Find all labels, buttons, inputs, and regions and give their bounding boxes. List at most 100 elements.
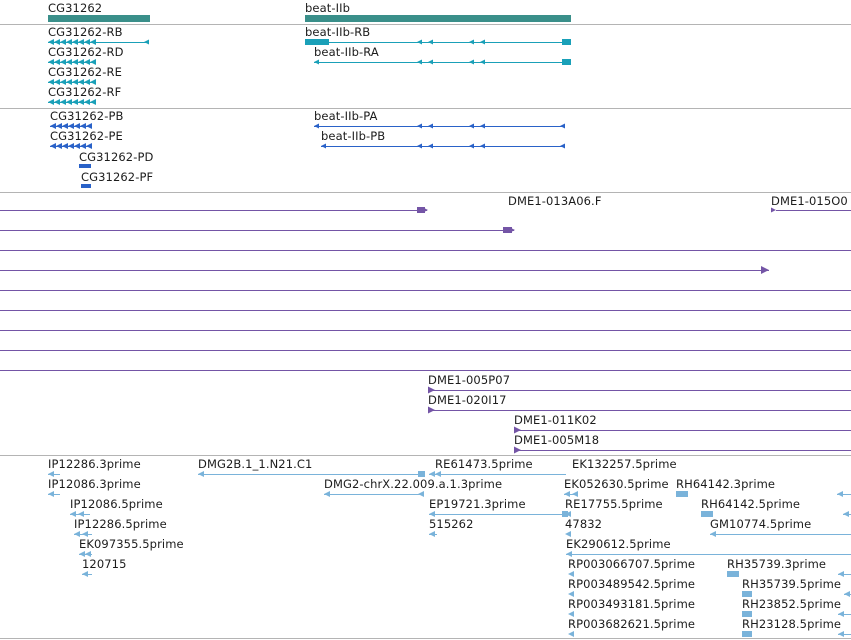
est-glyph[interactable]	[568, 591, 574, 597]
est-glyph[interactable]	[435, 471, 441, 477]
est-label[interactable]: IP12286.5prime	[74, 517, 167, 531]
est-label[interactable]: RP003489542.5prime	[568, 577, 696, 591]
clone-glyph[interactable]	[771, 207, 776, 213]
transcript-glyph[interactable]	[90, 59, 96, 65]
est-label[interactable]: IP12086.3prime	[48, 477, 141, 491]
transcript-glyph[interactable]	[417, 59, 422, 65]
transcript-glyph[interactable]	[480, 59, 485, 65]
protein-label[interactable]: beat-IIb-PA	[314, 109, 378, 123]
est-glyph[interactable]	[568, 611, 574, 617]
transcript-label[interactable]: beat-IIb-RB	[305, 25, 371, 39]
gene-bar[interactable]	[305, 15, 571, 22]
est-label[interactable]: RH35739.3prime	[727, 557, 827, 571]
est-label[interactable]: 515262	[429, 517, 474, 531]
est-label[interactable]: 120715	[82, 557, 127, 571]
est-glyph[interactable]	[418, 471, 425, 477]
est-label[interactable]: IP12286.3prime	[48, 457, 141, 471]
protein-glyph[interactable]	[428, 143, 433, 149]
est-glyph[interactable]	[742, 611, 752, 617]
est-label[interactable]: GM10774.5prime	[710, 517, 812, 531]
protein-label[interactable]: CG31262-PF	[81, 170, 154, 184]
transcript-glyph[interactable]	[144, 39, 149, 45]
transcript-glyph[interactable]	[90, 79, 96, 85]
est-label[interactable]: RE17755.5prime	[565, 497, 663, 511]
est-glyph[interactable]	[568, 631, 574, 637]
transcript-glyph[interactable]	[562, 39, 571, 45]
transcript-glyph[interactable]	[417, 39, 422, 45]
protein-glyph[interactable]	[480, 143, 485, 149]
transcript-label[interactable]: CG31262-RE	[48, 65, 122, 79]
clone-label[interactable]: DME1-020I17	[428, 393, 507, 407]
protein-glyph[interactable]	[469, 123, 474, 129]
clone-label[interactable]: DME1-015O0	[771, 194, 848, 208]
transcript-label[interactable]: beat-IIb-RA	[314, 45, 379, 59]
est-label[interactable]: EK097355.5prime	[79, 537, 184, 551]
est-glyph[interactable]	[78, 511, 84, 517]
transcript-glyph[interactable]	[305, 39, 329, 45]
transcript-glyph[interactable]	[428, 39, 433, 45]
est-label[interactable]: RH35739.5prime	[742, 577, 842, 591]
est-glyph[interactable]	[701, 511, 713, 517]
protein-glyph[interactable]	[469, 143, 474, 149]
est-label[interactable]: RP003493181.5prime	[568, 597, 696, 611]
est-label[interactable]: RH23128.5prime	[742, 617, 842, 631]
est-label[interactable]: 47832	[565, 517, 603, 531]
transcript-glyph[interactable]	[90, 99, 96, 105]
protein-glyph[interactable]	[321, 143, 326, 149]
transcript-glyph[interactable]	[562, 59, 571, 65]
transcript-glyph[interactable]	[480, 39, 485, 45]
est-glyph[interactable]	[568, 571, 574, 577]
transcript-label[interactable]: CG31262-RD	[48, 45, 124, 59]
clone-label[interactable]: DME1-013A06.F	[508, 194, 602, 208]
transcript-label[interactable]: CG31262-RF	[48, 85, 122, 99]
est-glyph[interactable]	[676, 491, 688, 497]
est-label[interactable]: RE61473.5prime	[435, 457, 533, 471]
clone-glyph[interactable]	[423, 207, 428, 213]
est-label[interactable]: DMG2B.1_1.N21.C1	[198, 457, 313, 471]
protein-label[interactable]: CG31262-PB	[50, 109, 124, 123]
protein-glyph[interactable]	[480, 123, 485, 129]
est-label[interactable]: EK290612.5prime	[566, 537, 671, 551]
clone-glyph[interactable]	[510, 227, 515, 233]
est-label[interactable]: RP003066707.5prime	[568, 557, 696, 571]
protein-glyph[interactable]	[428, 123, 433, 129]
est-glyph[interactable]	[85, 551, 91, 557]
est-glyph[interactable]	[82, 531, 88, 537]
protein-label[interactable]: CG31262-PE	[50, 129, 123, 143]
protein-glyph[interactable]	[560, 143, 565, 149]
gene-bar[interactable]	[48, 15, 150, 22]
protein-glyph[interactable]	[314, 123, 319, 129]
est-glyph[interactable]	[418, 491, 424, 497]
transcript-glyph[interactable]	[469, 59, 474, 65]
protein-glyph[interactable]	[79, 164, 91, 168]
est-label[interactable]: RH64142.5prime	[701, 497, 801, 511]
est-glyph[interactable]	[572, 491, 578, 497]
gene-label[interactable]: CG31262	[48, 1, 103, 15]
clone-label[interactable]: DME1-005M18	[514, 433, 600, 447]
transcript-glyph[interactable]	[428, 59, 433, 65]
clone-glyph[interactable]	[503, 227, 512, 233]
transcript-glyph[interactable]	[469, 39, 474, 45]
protein-glyph[interactable]	[560, 123, 565, 129]
est-label[interactable]: EK052630.5prime	[564, 477, 669, 491]
est-label[interactable]: RH23852.5prime	[742, 597, 842, 611]
protein-label[interactable]: CG31262-PD	[79, 150, 154, 164]
est-label[interactable]: DMG2-chrX.22.009.a.1.3prime	[324, 477, 503, 491]
est-label[interactable]: RH64142.3prime	[676, 477, 776, 491]
clone-glyph[interactable]	[761, 266, 769, 274]
transcript-label[interactable]: CG31262-RB	[48, 25, 123, 39]
clone-label[interactable]: DME1-005P07	[428, 373, 511, 387]
est-glyph[interactable]	[565, 531, 571, 537]
protein-glyph[interactable]	[417, 123, 422, 129]
est-label[interactable]: RP003682621.5prime	[568, 617, 696, 631]
protein-glyph[interactable]	[417, 143, 422, 149]
est-label[interactable]: EP19721.3prime	[429, 497, 526, 511]
clone-label[interactable]: DME1-011K02	[514, 413, 597, 427]
est-glyph[interactable]	[565, 511, 571, 517]
protein-label[interactable]: beat-IIb-PB	[321, 129, 386, 143]
est-glyph[interactable]	[727, 571, 739, 577]
gene-label[interactable]: beat-IIb	[305, 1, 350, 15]
est-label[interactable]: IP12086.5prime	[70, 497, 163, 511]
protein-glyph[interactable]	[81, 184, 91, 188]
est-glyph[interactable]	[742, 591, 752, 597]
